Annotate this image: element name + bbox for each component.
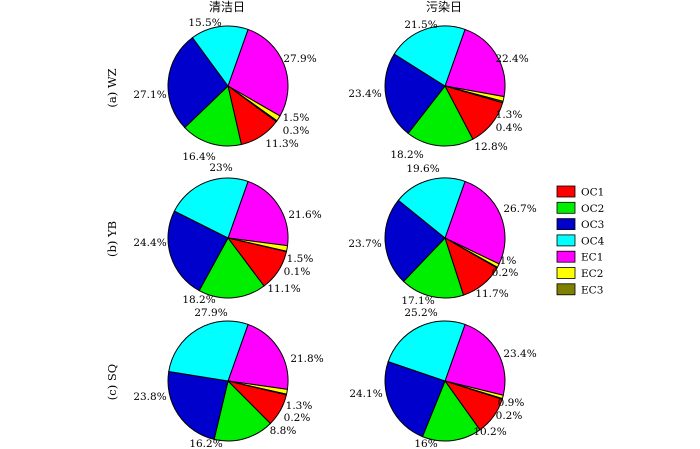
row-labels: (a) WZ (b) YB (c) SQ (105, 68, 119, 400)
slice-label-ec1: 21.8% (290, 353, 323, 365)
pie-slice-ec1 (444, 323, 506, 396)
pie-slice-oc4 (168, 320, 249, 382)
slice-label-oc1: 11.3% (265, 138, 298, 150)
slice-label-ec3: 0.4% (496, 122, 523, 134)
slice-label-ec3: 0.3% (283, 125, 310, 137)
pie-slice-oc3 (384, 361, 446, 438)
slice-label-ec1: 26.7% (503, 203, 536, 215)
slice-label-oc1: 11.1% (267, 283, 300, 295)
pie-slice-oc4 (393, 25, 466, 87)
slice-label-ec2: 0.9% (498, 397, 525, 409)
pie-grid: 27.9%1.5%0.3%11.3%16.4%27.1%15.5%22.4%1.… (133, 17, 536, 449)
pie-slice-oc2 (407, 85, 474, 147)
slice-label-ec3: 0.2% (492, 267, 519, 279)
slice-label-oc3: 24.1% (349, 388, 382, 400)
legend-swatch-oc3 (556, 218, 576, 231)
pie-2: 22.4% 1.3%0.4% 12.8% 18.2% 23.4% 21.5% (348, 19, 528, 161)
slice-label-ec2: 1% (500, 255, 517, 267)
pie-6: 23.4% 0.9%0.2% 10.2% 16% 24.1% 25.2% (349, 307, 536, 449)
slice-label-ec1: 23.4% (503, 348, 536, 360)
legend-label-ec3: EC3 (581, 284, 603, 296)
slice-label-oc2: 17.1% (401, 295, 434, 307)
pie-slice-oc4 (397, 177, 466, 239)
legend-label-oc1: OC1 (581, 187, 604, 199)
row-label-sq: (c) SQ (105, 364, 119, 400)
pie-slice-oc4 (173, 177, 249, 239)
pie-slice-ec1 (444, 28, 506, 98)
slice-label-oc1: 8.8% (270, 425, 297, 437)
column-titles: 清洁日 污染日 (209, 0, 462, 14)
pie-slice-oc3 (384, 53, 446, 135)
row-label-wz: (a) WZ (105, 68, 119, 107)
pie-slice-oc2 (421, 379, 481, 442)
column-title-polluted-day: 污染日 (426, 0, 462, 14)
slice-label-oc1: 12.8% (474, 141, 507, 153)
slice-label-oc3: 27.1% (133, 89, 166, 101)
slice-label-oc1: 11.7% (475, 288, 508, 300)
pie-slice-oc3 (167, 36, 229, 129)
slice-label-oc2: 16% (414, 438, 437, 449)
legend-label-ec2: EC2 (581, 268, 603, 280)
slice-label-ec1: 22.4% (495, 53, 528, 65)
slice-label-oc3: 23.8% (133, 391, 166, 403)
pie-slice-oc2 (198, 237, 265, 299)
pie-slice-oc2 (213, 380, 272, 442)
legend-swatch-oc4 (556, 234, 576, 247)
legend-swatch-ec2 (556, 267, 576, 279)
pie-slice-ec1 (227, 180, 289, 247)
pie-slice-ec1 (444, 180, 506, 265)
slice-label-oc2: 18.2% (390, 149, 423, 161)
pie-slice-oc2 (184, 85, 242, 147)
slice-label-ec1: 27.9% (283, 53, 316, 65)
slice-label-oc4: 21.5% (404, 19, 437, 31)
slice-label-oc4: 23% (209, 162, 232, 174)
slice-label-ec3: 0.2% (284, 412, 311, 424)
slice-label-ec2: 1.3% (496, 109, 523, 121)
pie-slice-oc4 (387, 320, 466, 382)
legend: OC1 OC2 OC3 OC4 EC1 EC2 EC3 (556, 185, 605, 296)
pie-4: 26.7% 1%0.2% 11.7% 17.1% 23.7% 19.6% (348, 163, 536, 307)
slice-label-ec2: 1.5% (287, 253, 314, 265)
slice-label-oc4: 19.6% (406, 163, 439, 175)
column-title-clean-day: 清洁日 (209, 0, 245, 14)
legend-label-oc3: OC3 (581, 219, 604, 231)
slice-label-oc4: 25.2% (404, 307, 437, 319)
legend-swatch-ec3 (556, 283, 576, 296)
pie-1: 27.9% 1.5%0.3%11.3% 16.4% 27.1% 15.5% (133, 17, 316, 163)
legend-label-ec1: EC1 (581, 252, 603, 264)
legend-swatch-oc2 (556, 201, 576, 214)
slice-label-ec2: 1.5% (283, 112, 310, 124)
slice-label-oc3: 24.4% (133, 237, 166, 249)
slice-label-ec3: 0.2% (496, 410, 523, 422)
slice-label-oc3: 23.7% (348, 238, 381, 250)
pie-slice-ec1 (227, 323, 289, 390)
legend-swatch-ec1 (556, 250, 576, 263)
legend-label-oc4: OC4 (581, 235, 605, 247)
slice-label-oc3: 23.4% (348, 88, 381, 100)
pie-slice-oc3 (384, 199, 446, 283)
slice-label-oc1: 10.2% (473, 426, 506, 438)
pie-5: 21.8% 1.3%0.2%8.8% 16.2% 23.8% 27.9% (133, 307, 323, 449)
slice-label-ec2: 1.3% (286, 400, 313, 412)
legend-label-oc2: OC2 (581, 203, 604, 215)
slice-label-ec1: 21.6% (288, 209, 321, 221)
slice-label-oc2: 16.4% (182, 151, 215, 163)
slice-label-oc2: 18.2% (182, 294, 215, 306)
slice-label-oc4: 27.9% (194, 307, 227, 319)
legend-swatch-oc1 (556, 185, 576, 198)
pie-slice-oc4 (191, 25, 249, 88)
slice-label-oc4: 15.5% (188, 17, 221, 29)
slice-label-oc2: 16.2% (189, 438, 222, 449)
row-label-yb: (b) YB (105, 221, 119, 257)
pie-slice-oc2 (402, 237, 465, 299)
pie-3: 21.6% 1.5%0.1% 11.1% 18.2% 24.4% 23% (133, 162, 321, 306)
pie-slice-oc3 (167, 370, 229, 440)
slice-label-ec3: 0.1% (284, 266, 311, 278)
